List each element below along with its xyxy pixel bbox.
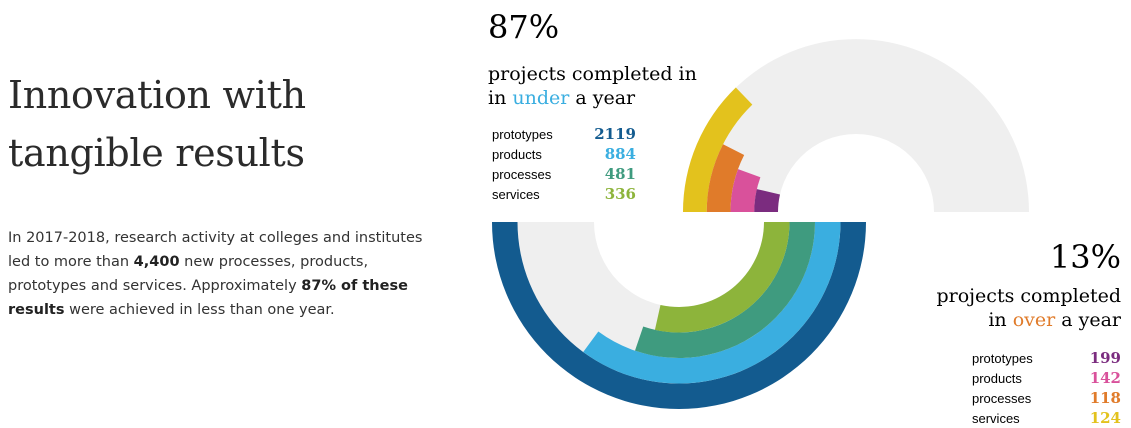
under-label-processes: processes — [492, 167, 552, 182]
over-value-services: 124 — [1090, 409, 1121, 427]
headline-line-2: tangible results — [8, 131, 305, 175]
over-value-products: 142 — [1090, 369, 1121, 387]
intro-text-2: new processes, products, prototypes and … — [8, 254, 369, 294]
under-label-products: products — [492, 147, 542, 162]
headline-line-1: Innovation with — [8, 73, 306, 117]
under-bar-processes — [634, 222, 815, 358]
over-caption-part-1: over — [1013, 309, 1056, 331]
over-bar-prototypes — [754, 189, 780, 212]
over-label-products: products — [972, 371, 1022, 386]
under-value-products: 884 — [605, 145, 636, 163]
over-value-prototypes: 199 — [1090, 349, 1121, 367]
over-label-services: services — [972, 411, 1020, 426]
over-value-processes: 118 — [1090, 389, 1121, 407]
under-caption-line2: in under a year — [488, 87, 636, 109]
over-bar-processes — [706, 144, 745, 212]
under-label-services: services — [492, 187, 540, 202]
under-value-services: 336 — [605, 185, 636, 203]
intro-text-1: In 2017-2018, research activity at colle… — [8, 230, 423, 270]
under-caption-part-2: a year — [569, 87, 636, 109]
over-bar-services — [683, 87, 753, 212]
under-label-prototypes: prototypes — [492, 127, 553, 142]
chart-divider — [560, 212, 1060, 222]
under-caption-part-0: in — [488, 87, 512, 109]
under-caption-line1: projects completed in — [488, 63, 697, 85]
headline: Innovation with tangible results — [8, 66, 306, 182]
over-label-processes: processes — [972, 391, 1032, 406]
under-value-processes: 481 — [605, 165, 636, 183]
under-value-prototypes: 2119 — [594, 125, 636, 143]
over-year-ring-background — [683, 39, 1029, 213]
over-share-label: 13% — [1050, 238, 1121, 276]
under-share-label: 87% — [488, 8, 559, 46]
under-bar-services — [654, 222, 790, 333]
over-label-prototypes: prototypes — [972, 351, 1033, 366]
over-bar-products — [730, 169, 761, 212]
under-bar-products — [583, 222, 841, 384]
intro-bold-2: 87% of these results — [8, 278, 408, 318]
over-caption-line1: projects completed — [936, 285, 1121, 307]
under-caption-part-1: under — [512, 87, 570, 109]
over-caption-part-2: a year — [1055, 309, 1122, 331]
over-caption-line2: in over a year — [988, 309, 1122, 331]
under-bar-prototypes — [492, 222, 866, 409]
intro-bold-1: 4,400 — [133, 254, 180, 270]
intro-paragraph: In 2017-2018, research activity at colle… — [8, 226, 428, 322]
intro-text-3: were achieved in less than one year. — [64, 302, 335, 318]
over-caption-part-0: in — [988, 309, 1012, 331]
